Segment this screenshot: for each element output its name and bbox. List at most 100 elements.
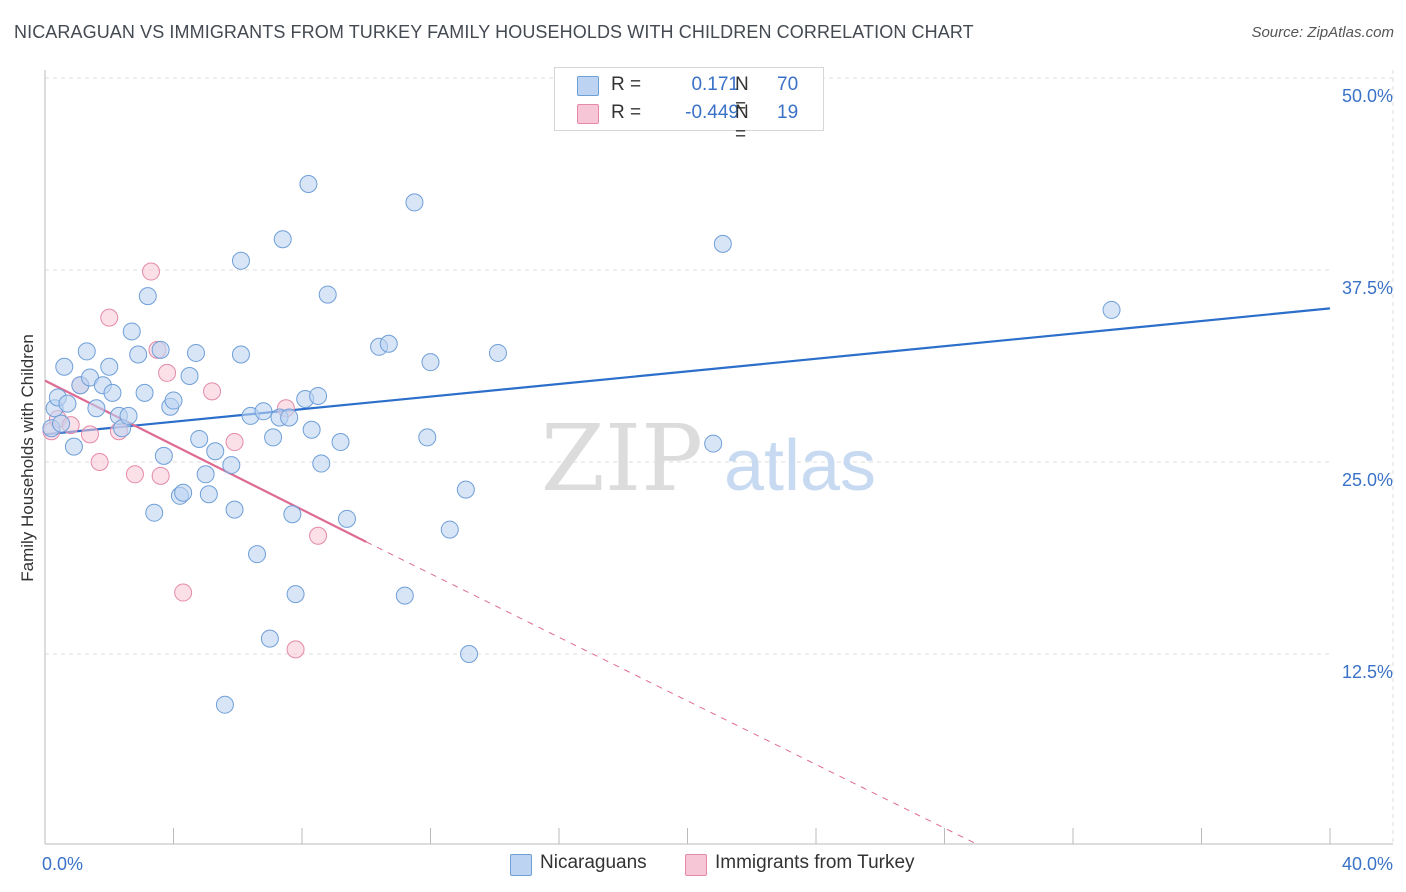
nicaraguans-point — [225, 500, 244, 519]
nicaraguans-point — [135, 383, 154, 402]
gridlines — [45, 70, 1394, 844]
turkey-trend-extension — [366, 541, 977, 845]
y-tick-labels: 12.5% 25.0% 37.5% 50.0% — [1342, 86, 1393, 682]
r-value: 0.171 — [691, 74, 739, 95]
nicaraguans-point — [273, 230, 292, 249]
y-tick-label: 12.5% — [1342, 662, 1393, 682]
watermark-zip: ZIP — [541, 405, 703, 512]
nicaraguans-point — [460, 645, 479, 663]
turkey-swatch — [577, 104, 599, 124]
r-label: R = — [611, 102, 642, 123]
y-tick-label: 37.5% — [1342, 278, 1393, 298]
nicaraguans-point — [129, 345, 148, 364]
nicaraguans-point — [119, 406, 138, 425]
turkey-point — [286, 640, 305, 659]
nicaraguans-point — [318, 285, 337, 304]
turkey-legend-swatch — [685, 854, 707, 876]
nicaraguans-point — [180, 366, 199, 385]
nicaraguans-point — [151, 340, 170, 359]
data-points — [42, 174, 1121, 714]
n-label: N = — [735, 102, 749, 145]
nicaraguans-point — [55, 357, 74, 376]
nicaraguans-legend-swatch — [510, 854, 532, 876]
nicaraguans-point — [58, 394, 77, 413]
nicaraguans-point — [52, 414, 71, 433]
trend-lines — [44, 307, 1331, 845]
nicaraguans-point — [186, 343, 205, 362]
nicaraguans-point — [379, 334, 398, 353]
n-value: 19 — [777, 102, 799, 123]
watermark: ZIP atlas — [541, 405, 876, 512]
legend-label: Nicaraguans — [540, 852, 647, 873]
turkey-point — [125, 465, 144, 484]
nicaraguans-point — [395, 586, 414, 605]
y-tick-label: 25.0% — [1342, 470, 1393, 490]
nicaraguans-point — [331, 433, 350, 452]
r-label: R = — [611, 74, 642, 95]
nicaraguans-point — [190, 429, 209, 448]
nicaraguans-point — [64, 437, 83, 456]
nicaraguans-point — [254, 402, 273, 421]
nicaraguans-point — [231, 251, 250, 270]
nicaraguans-point — [100, 357, 119, 376]
nicaraguans-point — [164, 391, 183, 410]
watermark-atlas: atlas — [724, 426, 876, 506]
y-axis-label: Family Households with Children — [18, 334, 37, 582]
nicaraguans-point — [248, 545, 267, 564]
nicaraguans-point — [309, 386, 328, 405]
turkey-point — [158, 363, 177, 382]
turkey-point — [80, 425, 99, 444]
nicaraguans-point — [145, 503, 164, 522]
nicaraguans-point — [488, 343, 507, 362]
turkey-point — [142, 262, 161, 281]
nicaraguans-point — [215, 695, 234, 714]
axes — [44, 70, 1393, 845]
n-value: 70 — [777, 74, 799, 95]
r-value: -0.449 — [685, 102, 739, 123]
nicaraguans-point — [456, 480, 475, 499]
nicaraguans-point — [299, 174, 318, 193]
nicaraguans-point — [418, 428, 437, 447]
turkey-point — [174, 583, 193, 602]
stats-legend: R = 0.171 N = 70 R = -0.449 N = 19 — [554, 67, 824, 145]
legend-label: Immigrants from Turkey — [715, 852, 915, 873]
nicaraguans-point — [280, 408, 299, 427]
nicaraguans-point — [138, 287, 157, 306]
nicaraguans-point — [199, 485, 218, 504]
nicaraguans-point — [77, 342, 96, 361]
nicaraguans-point — [174, 483, 193, 502]
nicaraguans-point — [713, 234, 732, 253]
nicaraguans-point — [704, 434, 723, 453]
x-tick-label: 0.0% — [42, 854, 83, 874]
nicaraguans-point — [87, 399, 106, 418]
nicaraguans-point — [231, 345, 250, 364]
turkey-point — [309, 526, 328, 545]
nicaraguans-point — [405, 193, 424, 212]
nicaraguans-point — [196, 465, 215, 484]
nicaraguans-point — [283, 505, 302, 524]
turkey-point — [90, 453, 109, 471]
nicaraguans-point — [440, 520, 459, 539]
turkey-point — [151, 466, 170, 485]
chart-title: NICARAGUAN VS IMMIGRANTS FROM TURKEY FAM… — [14, 22, 974, 42]
nicaraguans-point — [421, 353, 440, 372]
nicaraguans-point — [286, 585, 305, 604]
nicaraguans-point — [222, 456, 241, 475]
n-label: N = — [735, 74, 749, 117]
nicaraguans-point — [337, 509, 356, 528]
nicaraguans-point — [312, 454, 331, 473]
x-tick-label: 40.0% — [1342, 854, 1393, 874]
nicaraguans-swatch — [577, 76, 599, 96]
nicaraguans-point — [1102, 300, 1121, 319]
nicaraguans-point — [154, 446, 173, 465]
turkey-point — [203, 382, 222, 401]
nicaraguans-point — [302, 420, 321, 439]
nicaraguans-point — [260, 629, 279, 648]
nicaraguans-point — [264, 428, 283, 447]
nicaraguans-point — [206, 442, 225, 461]
nicaraguans-point — [103, 383, 122, 402]
turkey-point — [225, 433, 244, 452]
x-tick-labels: 0.0% 40.0% — [42, 854, 1393, 874]
turkey-point — [100, 308, 119, 327]
